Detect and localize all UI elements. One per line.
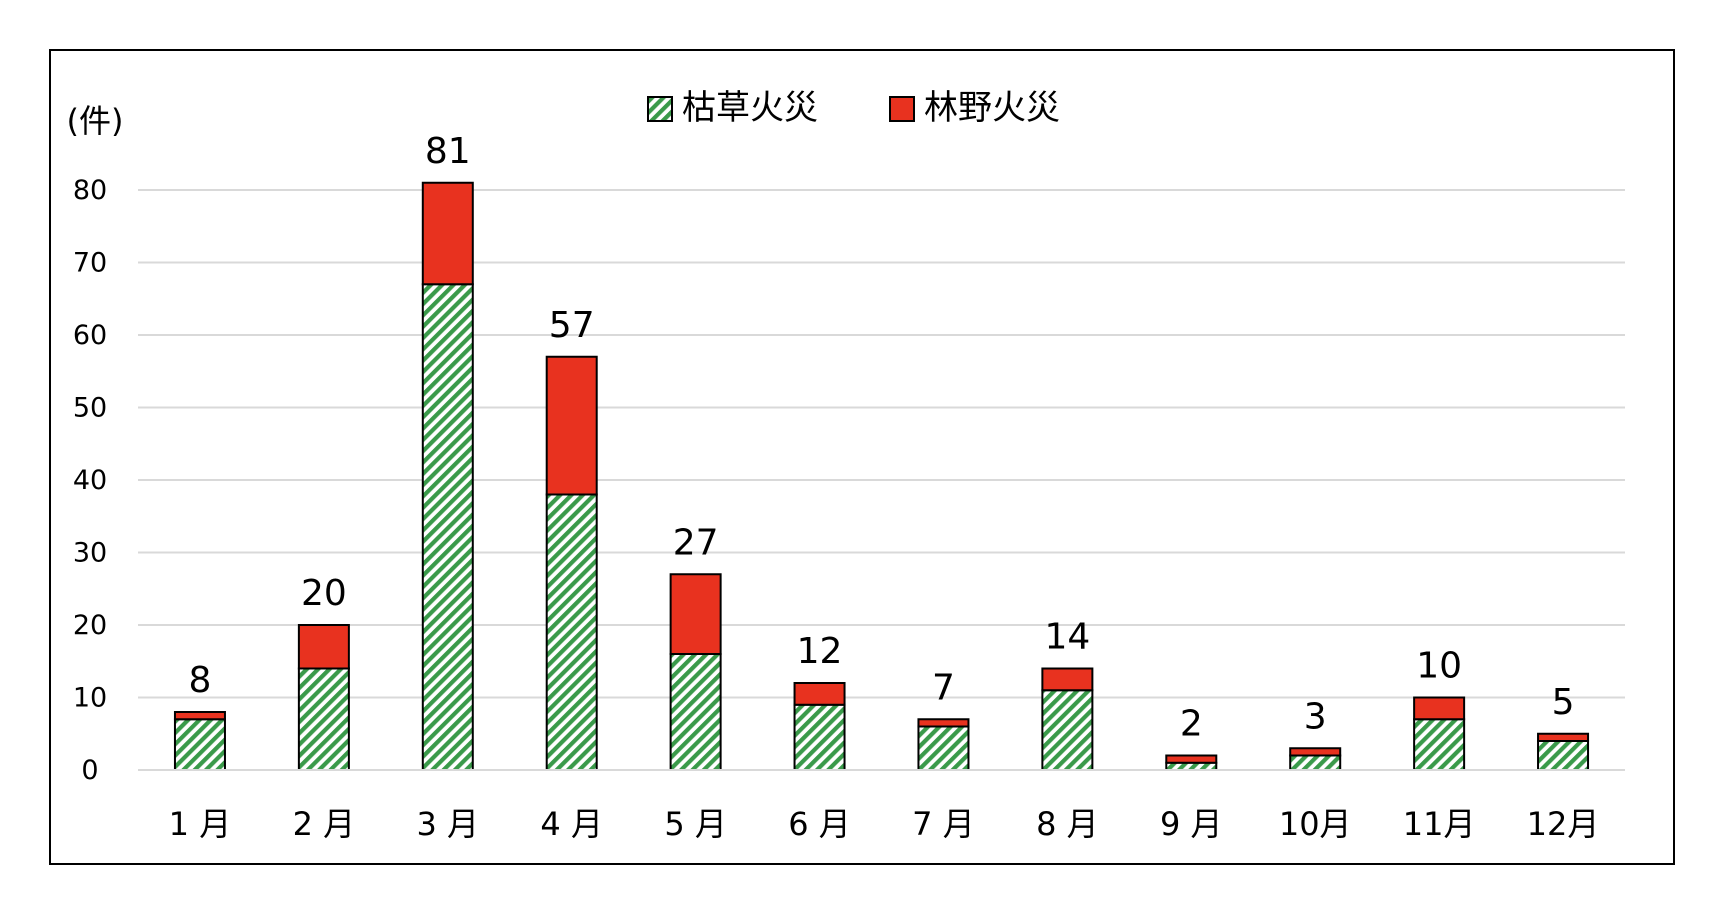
x-tick-label: 4 月 <box>540 805 603 843</box>
x-tick-label: 11月 <box>1403 805 1476 843</box>
legend-label: 枯草火災 <box>682 88 818 128</box>
bar-segment-rinya <box>1413 696 1466 721</box>
y-tick-label: 30 <box>73 538 107 569</box>
y-tick-label: 0 <box>81 755 98 786</box>
bar-segment-kusa <box>173 718 226 771</box>
legend-swatch <box>647 96 673 122</box>
x-tick-label: 12月 <box>1527 805 1600 843</box>
bar-segment-kusa <box>1165 761 1218 771</box>
bar-segment-kusa <box>1537 740 1590 771</box>
legend: 枯草火災 林野火災 <box>647 88 1060 128</box>
x-tick-label: 9 月 <box>1160 805 1223 843</box>
x-tick-label: 7 月 <box>912 805 975 843</box>
total-data-label: 14 <box>1044 617 1090 658</box>
bar-segment-kusa <box>793 703 846 771</box>
y-tick-label: 80 <box>73 175 107 206</box>
y-tick-label: 10 <box>73 683 107 714</box>
total-data-label: 8 <box>189 660 212 701</box>
legend-swatch <box>889 96 915 122</box>
bar-segment-kusa <box>545 493 598 771</box>
total-data-label: 27 <box>673 522 719 563</box>
bar-segment-rinya <box>1537 732 1590 742</box>
y-tick-label: 20 <box>73 610 107 641</box>
x-axis: 1 月 2 月 3 月 4 月 5 月 6 月 7 月 8 月 9 月 10月 11月 12月 <box>138 769 1625 843</box>
x-tick-label: 8 月 <box>1036 805 1099 843</box>
x-tick-label: 5 月 <box>664 805 727 843</box>
legend-label: 林野火災 <box>924 88 1060 128</box>
bar-segment-kusa <box>297 667 350 771</box>
bar-segment-rinya <box>917 718 970 728</box>
total-data-label: 81 <box>425 131 471 172</box>
bar-segment-kusa <box>1413 718 1466 771</box>
total-data-label: 20 <box>301 573 347 614</box>
total-data-label: 57 <box>549 305 595 346</box>
y-axis: 0 10 20 30 40 50 60 70 80 <box>73 175 107 786</box>
total-data-label: 12 <box>797 631 843 672</box>
bar-segment-rinya <box>1041 667 1094 692</box>
x-tick-label: 6 月 <box>788 805 851 843</box>
y-tick-label: 40 <box>73 465 107 496</box>
total-labels: 8 20 81 57 27 12 7 14 2 3 10 5 <box>189 131 1575 745</box>
x-tick-label: 1 月 <box>169 805 232 843</box>
bar-segment-rinya <box>793 682 846 706</box>
bar-segment-kusa <box>917 725 970 771</box>
bar-segment-rinya <box>173 711 226 721</box>
x-tick-label: 3 月 <box>417 805 480 843</box>
bar-segment-rinya <box>1165 754 1218 764</box>
bar-segment-rinya <box>545 355 598 496</box>
bar-segment-kusa <box>1289 754 1342 771</box>
bar-segment-rinya <box>1289 747 1342 757</box>
bars <box>173 181 1590 771</box>
bar-segment-rinya <box>297 624 350 670</box>
total-data-label: 10 <box>1416 646 1462 687</box>
y-tick-label: 60 <box>73 320 107 351</box>
total-data-label: 2 <box>1180 704 1203 745</box>
total-data-label: 3 <box>1304 696 1327 737</box>
bar-segment-kusa <box>421 283 474 771</box>
y-tick-label: 50 <box>73 393 107 424</box>
x-tick-label: 10月 <box>1279 805 1352 843</box>
bar-segment-kusa <box>669 653 722 771</box>
total-data-label: 5 <box>1552 682 1575 723</box>
x-tick-label: 2 月 <box>293 805 356 843</box>
total-data-label: 7 <box>932 667 955 708</box>
y-axis-unit-label: (件) <box>67 102 124 140</box>
bar-segment-kusa <box>1041 689 1094 771</box>
bar-segment-rinya <box>669 573 722 655</box>
y-tick-label: 70 <box>73 248 107 279</box>
bar-segment-rinya <box>421 181 474 286</box>
